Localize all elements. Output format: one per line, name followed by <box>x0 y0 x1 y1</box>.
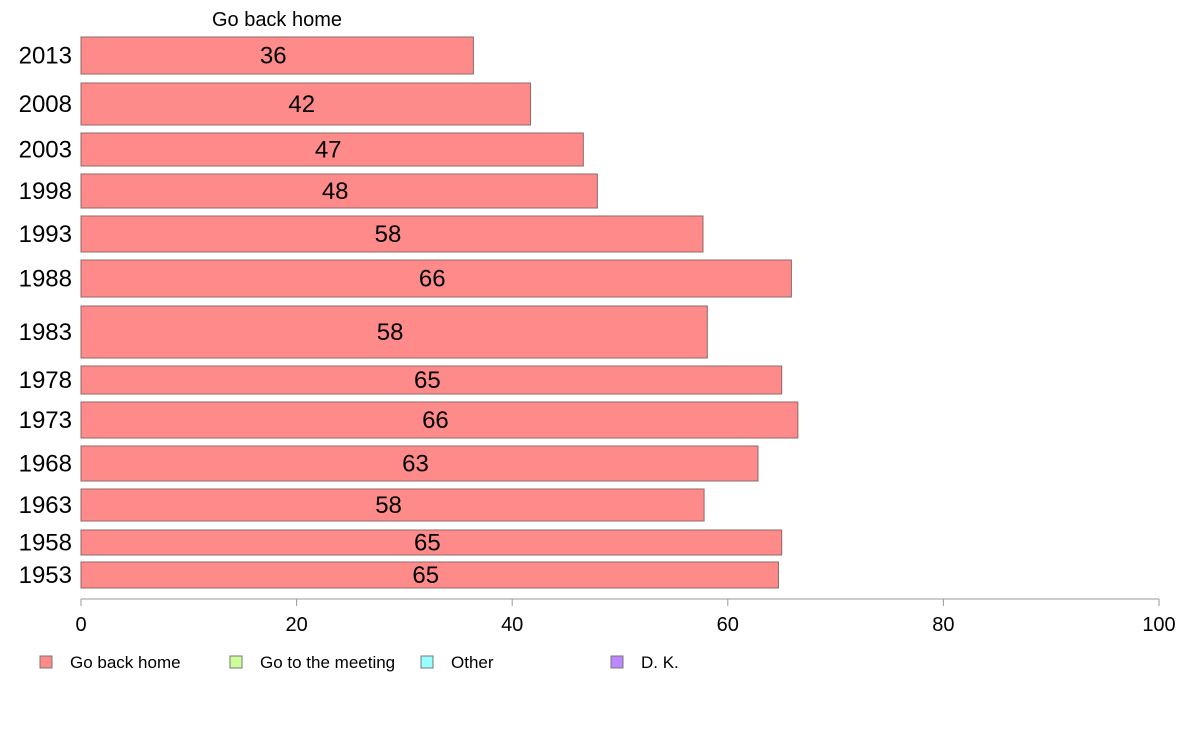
bar-1953 <box>80 561 779 589</box>
category-label-1978: 1978 <box>19 367 72 394</box>
data-label-1988: 66 <box>419 266 446 293</box>
bar-1998 <box>80 173 598 209</box>
x-tick-label: 40 <box>501 614 523 636</box>
bar-2008 <box>80 82 532 126</box>
bar-1958 <box>80 529 783 556</box>
bar-2013 <box>80 36 474 75</box>
x-tick-label: 80 <box>932 614 954 636</box>
x-axis: 0 20 40 60 80 100 <box>75 598 1176 636</box>
bar-1968 <box>80 445 759 482</box>
legend-label-other: Other <box>451 653 494 672</box>
data-label-1973: 66 <box>422 407 449 434</box>
legend: Go back home Go to the meeting Other D. K. <box>39 653 679 672</box>
x-tick-label: 60 <box>717 614 739 636</box>
data-label-2003: 47 <box>315 137 342 164</box>
bar-1973 <box>80 401 799 439</box>
x-tick-label: 100 <box>1142 614 1175 636</box>
bars-layer: 2013 36 2008 42 2003 47 1998 48 1993 58 1988 66 1983… <box>19 36 799 589</box>
bar-2003 <box>80 132 584 167</box>
data-label-1958: 65 <box>414 530 441 557</box>
category-label-1953: 1953 <box>19 562 72 589</box>
legend-swatch-other <box>420 655 434 669</box>
legend-label-go-back-home: Go back home <box>70 653 181 672</box>
data-label-1993: 58 <box>375 221 402 248</box>
bar-1978 <box>80 365 783 395</box>
category-label-1983: 1983 <box>19 319 72 346</box>
bar-1993 <box>80 215 704 253</box>
column-title: Go back home <box>212 9 342 31</box>
category-label-1998: 1998 <box>19 178 72 205</box>
x-tick-label: 0 <box>75 614 86 636</box>
data-label-1963: 58 <box>375 492 402 519</box>
data-label-1998: 48 <box>322 178 349 205</box>
category-label-1968: 1968 <box>19 451 72 478</box>
legend-swatch-go-to-the-meeting <box>229 655 243 669</box>
category-label-1988: 1988 <box>19 266 72 293</box>
bar-1988 <box>80 259 792 298</box>
category-label-2013: 2013 <box>19 43 72 70</box>
bar-1983 <box>80 305 708 359</box>
legend-swatch-d-k <box>610 655 624 669</box>
legend-label-go-to-the-meeting: Go to the meeting <box>260 653 395 672</box>
x-tick-label: 20 <box>285 614 307 636</box>
data-label-2008: 42 <box>288 91 315 118</box>
legend-label-d-k: D. K. <box>641 653 679 672</box>
category-label-2008: 2008 <box>19 91 72 118</box>
data-label-1978: 65 <box>414 367 441 394</box>
data-label-1953: 65 <box>412 562 439 589</box>
category-label-1958: 1958 <box>19 530 72 557</box>
legend-swatch-go-back-home <box>39 655 53 669</box>
data-label-1968: 63 <box>402 451 429 478</box>
category-label-1963: 1963 <box>19 492 72 519</box>
category-label-2003: 2003 <box>19 137 72 164</box>
data-label-2013: 36 <box>260 43 287 70</box>
category-label-1993: 1993 <box>19 221 72 248</box>
category-label-1973: 1973 <box>19 407 72 434</box>
data-label-1983: 58 <box>377 319 404 346</box>
bar-1963 <box>80 488 705 522</box>
